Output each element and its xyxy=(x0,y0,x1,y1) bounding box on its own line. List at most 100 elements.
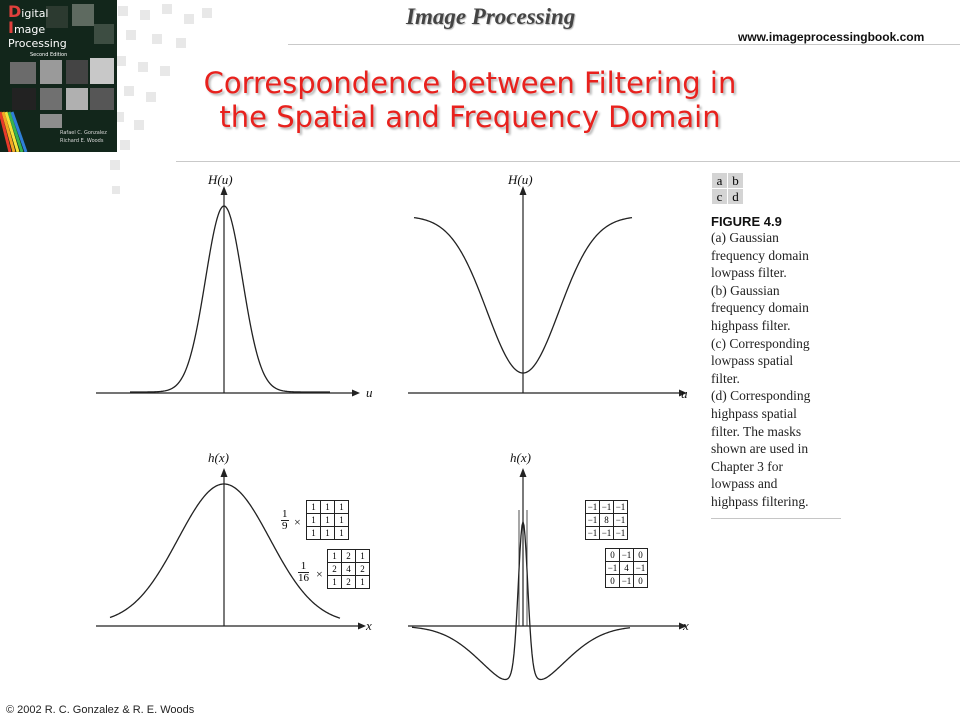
mask-cell: 1 xyxy=(306,500,321,514)
mask-cell: 1 xyxy=(334,513,349,527)
caption-rule xyxy=(711,518,841,519)
mask-cell: 1 xyxy=(306,513,321,527)
cover-initial-d: D xyxy=(8,2,22,21)
mask-cell: 0 xyxy=(633,574,648,588)
panel-d-curve xyxy=(411,519,631,681)
panel-d-highpass-spatial: h(x) x xyxy=(402,450,702,700)
mask-cell: 2 xyxy=(355,562,370,576)
mask-cell: −1 xyxy=(585,526,600,540)
mask-cell: −1 xyxy=(619,548,634,562)
mask-cell: 2 xyxy=(327,562,342,576)
panel-a-ylabel: H(u) xyxy=(207,172,233,187)
mask-cell: −1 xyxy=(613,513,628,527)
mask-cell: −1 xyxy=(599,526,614,540)
caption-line: Chapter 3 for xyxy=(711,458,783,474)
panel-b-xlabel: u xyxy=(681,386,688,401)
mask-cell: −1 xyxy=(599,500,614,514)
cover-author-1: Rafael C. Gonzalez xyxy=(60,130,107,136)
slide-title-line-1: Correspondence between Filtering in xyxy=(203,66,737,100)
mask-cell: 4 xyxy=(619,561,634,575)
title-rule xyxy=(176,161,960,162)
cover-edition: Second Edition xyxy=(30,52,68,58)
panel-d-ylabel: h(x) xyxy=(510,450,531,465)
mask-cell: 1 xyxy=(334,526,349,540)
figure-caption: FIGURE 4.9 (a) Gaussian frequency domain… xyxy=(711,214,843,511)
mask-cell: 2 xyxy=(341,575,356,589)
caption-line: (c) Corresponding xyxy=(711,335,810,351)
cover-author-2: Richard E. Woods xyxy=(60,138,104,144)
caption-line: lowpass spatial xyxy=(711,353,794,369)
mask-lowpass-box-factor: 1 9 xyxy=(281,509,289,532)
decorative-checker-pattern xyxy=(110,4,212,194)
panel-c-lowpass-spatial: h(x) x xyxy=(90,450,390,640)
panel-c-ylabel: h(x) xyxy=(208,450,229,465)
panel-a-xlabel: u xyxy=(366,385,373,400)
caption-line: lowpass and xyxy=(711,476,778,492)
header-title: Image Processing xyxy=(406,4,576,29)
mask-highpass-8: −1 −1 −1 −1 8 −1 −1 −1 −1 xyxy=(585,500,628,540)
panel-d-xlabel: x xyxy=(682,618,689,633)
mask-lowpass-box-factor-den: 9 xyxy=(282,520,288,532)
mask-lowpass-weighted-times: × xyxy=(316,567,323,581)
figure-label: FIGURE 4.9 xyxy=(711,214,782,229)
caption-line: (b) Gaussian xyxy=(711,282,780,298)
caption-line: frequency domain xyxy=(711,300,809,316)
panel-b-gaussian-highpass-frequency: H(u) u xyxy=(402,170,702,410)
panel-c-curve xyxy=(109,483,341,619)
mask-cell: −1 xyxy=(613,526,628,540)
caption-line: (a) Gaussian xyxy=(711,230,779,245)
mask-cell: 0 xyxy=(605,574,620,588)
caption-line: highpass filtering. xyxy=(711,493,809,509)
mask-cell: 1 xyxy=(355,549,370,563)
mask-cell: 2 xyxy=(341,549,356,563)
caption-line: lowpass filter. xyxy=(711,265,787,281)
footer-copyright: © 2002 R. C. Gonzalez & R. E. Woods xyxy=(6,704,195,716)
caption-text: (a) Gaussian frequency domain lowpass fi… xyxy=(711,229,843,511)
mask-lowpass-weighted-factor-den: 16 xyxy=(298,572,309,584)
mask-cell: −1 xyxy=(613,500,628,514)
mask-lowpass-weighted-factor-num: 1 xyxy=(298,561,309,573)
mask-highpass-4: 0 −1 0 −1 4 −1 0 −1 0 xyxy=(605,548,648,588)
caption-line: highpass spatial xyxy=(711,405,797,421)
caption-line: frequency domain xyxy=(711,247,809,263)
cover-initial-i: I xyxy=(8,18,14,37)
caption-line: highpass filter. xyxy=(711,317,791,333)
mask-cell: −1 xyxy=(585,500,600,514)
mask-cell: 1 xyxy=(327,549,342,563)
mask-cell: 1 xyxy=(320,526,335,540)
mask-cell: 1 xyxy=(334,500,349,514)
mask-cell: 1 xyxy=(320,513,335,527)
panel-key-c: c xyxy=(711,188,728,205)
panel-key-b: b xyxy=(727,172,744,189)
cover-title-line-1: igital xyxy=(21,7,49,20)
mask-lowpass-weighted-factor: 1 16 xyxy=(298,561,309,584)
slide-title: Correspondence between Filtering in the … xyxy=(160,66,780,134)
cover-title-line-3: Processing xyxy=(8,37,67,50)
panel-a-gaussian-lowpass-frequency: H(u) u xyxy=(90,170,380,410)
mask-cell: −1 xyxy=(619,574,634,588)
mask-cell: 1 xyxy=(320,500,335,514)
mask-cell: −1 xyxy=(605,561,620,575)
mask-cell: 1 xyxy=(327,575,342,589)
header-rule xyxy=(288,44,960,45)
caption-line: filter. The masks xyxy=(711,423,802,439)
panel-c-xlabel: x xyxy=(365,618,372,633)
slide-title-line-2: the Spatial and Frequency Domain xyxy=(219,100,721,134)
mask-cell: 4 xyxy=(341,562,356,576)
mask-lowpass-box-factor-num: 1 xyxy=(281,508,289,521)
panel-b-ylabel: H(u) xyxy=(507,172,533,187)
caption-line: shown are used in xyxy=(711,441,809,457)
mask-cell: 1 xyxy=(306,526,321,540)
mask-cell: 0 xyxy=(633,548,648,562)
header-website: www.imageprocessingbook.com xyxy=(738,30,925,44)
mask-cell: −1 xyxy=(585,513,600,527)
caption-line: (d) Corresponding xyxy=(711,388,811,404)
panel-b-curve xyxy=(413,216,633,374)
mask-cell: 1 xyxy=(355,575,370,589)
mask-cell: −1 xyxy=(633,561,648,575)
mask-lowpass-box-times: × xyxy=(294,515,301,529)
panel-key-d: d xyxy=(727,188,744,205)
